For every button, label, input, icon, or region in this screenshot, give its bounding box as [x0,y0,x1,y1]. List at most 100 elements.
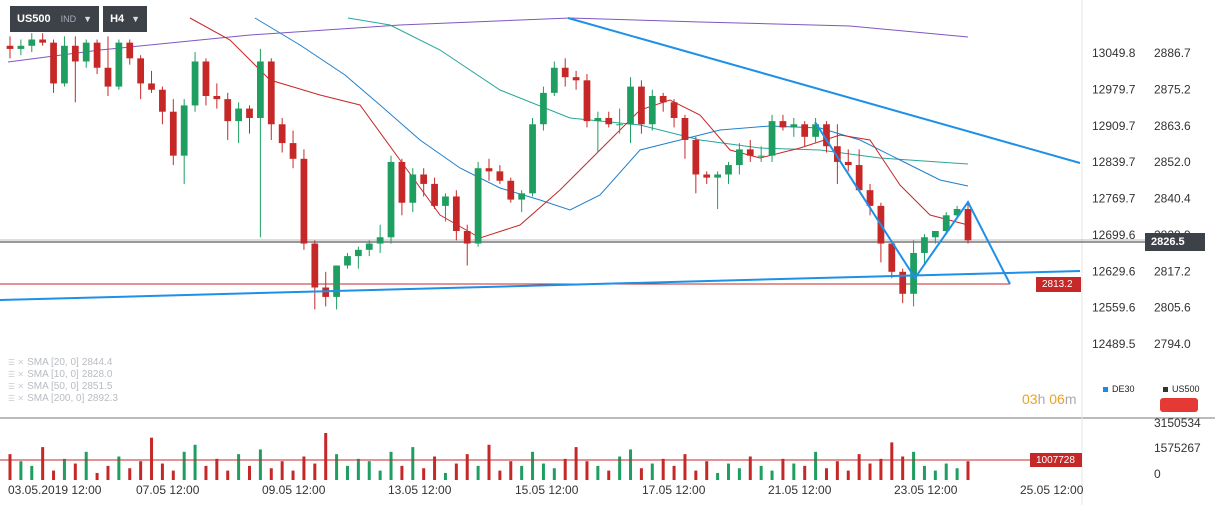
volume-bar [922,465,926,480]
volume-bar [541,463,545,480]
time-axis-label: 13.05 12:00 [388,483,452,497]
volume-bar [585,461,589,480]
candle [246,105,253,134]
candle [267,58,275,140]
volume-bar [62,458,66,480]
volume-bar [661,458,665,480]
volume-axis-label: 3150534 [1154,416,1201,430]
candle-body [17,45,25,49]
candle [964,202,972,244]
candle [703,171,711,184]
candle-body [681,117,689,140]
volume-bar [302,456,306,480]
candle [169,99,177,166]
volume-bar [226,470,230,480]
indicator-row[interactable]: ☰ ✕ SMA [200, 0] 2892.3 [8,393,118,405]
candle-body [311,243,319,288]
settings-icon[interactable]: ☰ ✕ [8,358,25,367]
candle [322,271,330,307]
indicator-row[interactable]: ☰ ✕ SMA [10, 0] 2828.0 [8,369,118,381]
candle [725,161,732,184]
settings-icon[interactable]: ☰ ✕ [8,370,25,379]
symbol-label: US500 [17,13,51,25]
indicator-label: SMA [200, 0] [27,393,85,404]
candle [213,83,221,109]
candle-body [115,42,123,87]
compare-color-button[interactable] [1160,398,1198,412]
candle [289,130,297,169]
candle [376,224,384,253]
volume-bar [683,454,687,480]
candle-body [126,42,134,59]
candle-body [638,86,645,125]
indicator-label: SMA [50, 0] [27,381,79,392]
price-axis-label-left: 12769.7 [1092,192,1136,206]
candle-body [148,83,155,90]
candle-body [648,96,656,125]
symbol-selector[interactable]: US500 IND ▼ [10,6,100,32]
volume-bar [770,470,774,480]
compare-legend-us500[interactable]: US500 [1163,384,1200,394]
support-trendline [0,270,1081,301]
volume-bar [269,468,273,480]
volume-bar [367,461,371,480]
volume-bar [160,463,164,480]
candle-body [812,124,819,137]
indicator-row[interactable]: ☰ ✕ SMA [20, 0] 2844.4 [8,357,118,369]
candle [82,39,90,68]
candle-body [485,168,493,172]
candle [191,52,199,112]
candle [224,92,232,140]
candle-body [137,58,145,84]
candle-body [169,111,177,156]
candle-body [670,102,678,118]
timeframe-selector[interactable]: H4 ▼ [103,6,148,32]
volume-bar [84,451,88,480]
volume-bar [563,458,567,480]
volume-tag-value: 1007728 [1036,454,1075,466]
candle [104,36,112,97]
volume-bar [204,465,208,480]
candle-body [420,174,428,184]
volume-bar [128,468,132,480]
candle [398,158,406,216]
time-axis-label: 23.05 12:00 [894,483,958,497]
candle-body [888,243,896,272]
price-axis-label-right: 2794.0 [1154,337,1191,351]
candle-body [202,61,210,97]
volume-bar [454,463,458,480]
volume-bar [8,454,12,480]
candle [333,265,340,310]
indicator-row[interactable]: ☰ ✕ SMA [50, 0] 2851.5 [8,381,118,393]
settings-icon[interactable]: ☰ ✕ [8,394,25,403]
volume-bar [95,472,99,480]
time-axis-label: 07.05 12:00 [136,483,200,497]
candle [550,61,558,97]
candle [278,117,286,153]
volume-bar [400,465,404,480]
candle-body [855,165,863,191]
candle-body [725,165,732,175]
volume-bar [835,461,839,480]
candle [137,55,145,100]
candle [681,114,689,159]
candle-body [529,124,536,194]
candle-body [779,121,787,128]
candle [507,177,515,203]
candle [910,240,917,307]
candle [561,58,569,87]
settings-icon[interactable]: ☰ ✕ [8,382,25,391]
volume-bar [792,463,796,480]
countdown-m-unit: m [1064,391,1077,407]
volume-bar [716,472,720,480]
price-axis-label-right: 2863.6 [1154,119,1191,133]
candle-body [365,243,373,250]
candle-body [833,146,841,162]
compare-legend-de30[interactable]: DE30 [1103,384,1135,394]
countdown-minutes: 06 [1049,391,1065,407]
price-axis-label-left: 12909.7 [1092,119,1136,133]
level-price-tag: 2813.2 [1036,277,1081,292]
candle [746,139,754,162]
candle [148,70,155,93]
